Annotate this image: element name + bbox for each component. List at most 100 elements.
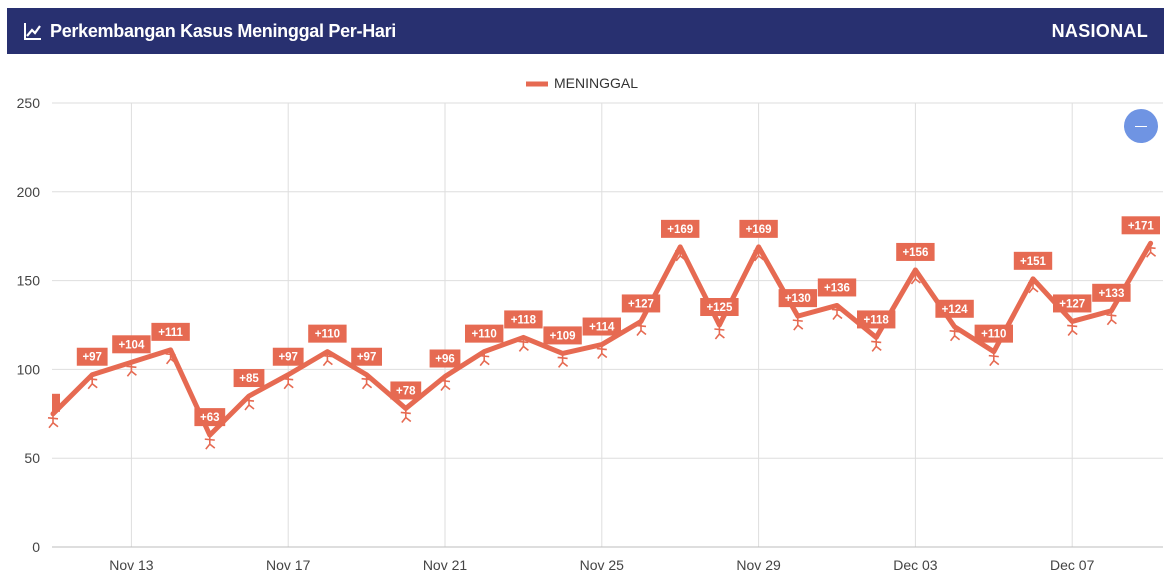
data-label-box — [543, 326, 582, 345]
header-title: Perkembangan Kasus Meninggal Per-Hari — [50, 20, 397, 41]
data-label-text: +97 — [278, 352, 298, 364]
marker-glyph — [90, 372, 95, 377]
data-label-box — [1053, 294, 1092, 313]
data-label-text: +78 — [396, 385, 416, 397]
zoom-reset-button[interactable] — [1124, 109, 1158, 143]
data-label-box — [112, 335, 151, 354]
data-point-marker — [1067, 319, 1078, 336]
data-label: +127 — [621, 294, 661, 313]
data-point-marker — [675, 244, 686, 262]
data-point-marker — [204, 432, 216, 450]
data-point-marker — [87, 372, 98, 390]
data-label-clipped — [52, 393, 60, 412]
y-tick-label: 250 — [17, 95, 41, 111]
data-label-text: +136 — [824, 282, 850, 294]
data-label-box — [233, 369, 265, 388]
data-label-text: +109 — [550, 330, 576, 342]
marker-glyph — [831, 307, 843, 320]
data-label: +78 — [390, 381, 422, 400]
data-label: +133 — [1092, 283, 1131, 302]
data-point-marker — [949, 324, 961, 342]
data-label-box — [272, 347, 304, 366]
marker-glyph — [1106, 312, 1117, 326]
data-point-marker — [400, 406, 412, 423]
marker-glyph — [364, 372, 369, 377]
marker-glyph — [596, 346, 608, 360]
data-label-text: +124 — [942, 304, 969, 316]
data-label: +85 — [233, 369, 265, 388]
data-point-marker — [988, 349, 1000, 367]
line-chart-icon — [24, 23, 41, 40]
data-label-text: +104 — [118, 339, 145, 351]
data-label-text: +63 — [200, 412, 220, 424]
marker-glyph — [87, 376, 98, 390]
data-label: +111 — [151, 322, 190, 341]
data-label: +114 — [582, 317, 621, 336]
data-point-marker — [322, 349, 333, 367]
marker-glyph — [50, 411, 56, 416]
data-label-box — [661, 219, 700, 238]
data-label: +118 — [857, 310, 896, 329]
y-tick-label: 50 — [24, 450, 40, 466]
data-point-marker — [439, 374, 451, 392]
data-label-box — [1092, 283, 1131, 302]
data-label: +97 — [351, 347, 382, 366]
marker-glyph — [910, 271, 921, 285]
marker-glyph — [1148, 241, 1153, 246]
data-label-text: +118 — [864, 314, 890, 326]
header-left: Perkembangan Kasus Meninggal Per-Hari — [23, 21, 396, 42]
marker-glyph — [714, 327, 725, 340]
data-label: +151 — [1013, 251, 1053, 270]
marker-glyph — [717, 322, 722, 328]
marker-glyph — [635, 323, 647, 336]
marker-glyph — [949, 328, 961, 342]
data-label-box — [504, 310, 543, 329]
data-point-marker — [596, 342, 608, 360]
marker-glyph — [207, 432, 212, 438]
y-tick-label: 150 — [17, 273, 41, 289]
x-tick-label: Nov 13 — [109, 557, 154, 573]
data-label-text: +111 — [158, 327, 183, 339]
marker-glyph — [1067, 323, 1078, 336]
data-label-box — [896, 242, 935, 261]
marker-glyph — [874, 335, 879, 340]
data-point-marker — [871, 335, 882, 352]
x-tick-label: Nov 29 — [736, 557, 781, 573]
data-label-box — [700, 298, 739, 316]
marker-glyph — [1027, 280, 1039, 294]
data-label-text: +127 — [1059, 298, 1085, 310]
marker-glyph — [1030, 276, 1036, 282]
data-point-marker — [283, 372, 294, 390]
marker-glyph — [834, 303, 840, 308]
marker-glyph — [482, 349, 487, 354]
data-label: +169 — [661, 219, 700, 238]
marker-glyph — [991, 349, 996, 354]
marker-glyph — [871, 339, 882, 352]
data-label: +97 — [76, 347, 108, 366]
marker-glyph — [792, 318, 804, 331]
data-label-box — [778, 289, 817, 308]
data-point-marker — [518, 335, 529, 352]
data-label-box — [308, 324, 347, 343]
marker-glyph — [322, 353, 333, 367]
data-label: +97 — [272, 347, 304, 366]
data-point-marker — [47, 411, 59, 429]
marker-glyph — [325, 349, 330, 354]
data-label-text: +118 — [511, 314, 537, 326]
data-label-text: +110 — [315, 329, 340, 341]
marker-glyph — [638, 319, 644, 324]
marker-glyph — [165, 351, 177, 365]
data-label-text: +125 — [706, 302, 733, 314]
data-label: +127 — [1053, 294, 1092, 313]
marker-glyph — [126, 364, 137, 377]
data-label-text: +114 — [589, 322, 615, 334]
marker-glyph — [560, 351, 565, 356]
data-label-box — [974, 324, 1013, 343]
data-point-marker — [753, 244, 765, 262]
data-label-box — [935, 299, 974, 318]
x-tick-label: Nov 17 — [266, 557, 311, 573]
marker-glyph — [678, 244, 683, 250]
marker-glyph — [1145, 245, 1157, 258]
data-point-marker — [1106, 308, 1117, 326]
marker-glyph — [246, 393, 252, 399]
